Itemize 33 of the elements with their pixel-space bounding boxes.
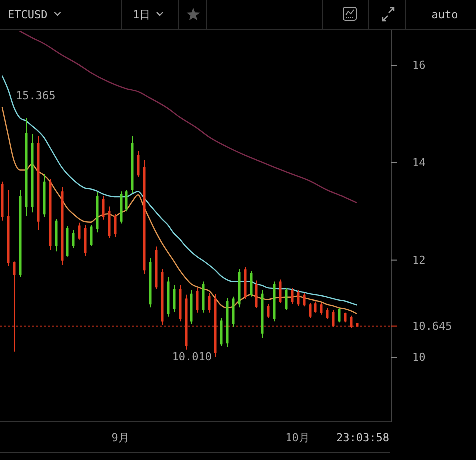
chart-subtitle: 1日 (133, 8, 151, 22)
y-tick-label: 10 (412, 351, 426, 364)
candlestick (114, 214, 117, 238)
candlestick (7, 190, 10, 267)
candlestick (25, 118, 28, 217)
candlestick (267, 304, 270, 319)
text: auto (432, 8, 458, 22)
x-tick-label: 10月 (286, 432, 310, 444)
candlestick (314, 301, 317, 314)
candlestick (320, 302, 323, 316)
candlestick (78, 222, 81, 240)
annotation: 10.010 (172, 350, 212, 364)
annotation: 15.365 (16, 90, 56, 102)
line-series (2, 76, 358, 306)
y-tick-label: 14 (412, 156, 426, 170)
candlestick (72, 230, 75, 249)
text: 23:03:58 (336, 432, 390, 444)
x-tick-label: 9月 (112, 432, 130, 444)
candlestick (208, 292, 211, 314)
line-series (2, 107, 358, 314)
candlestick (326, 308, 329, 320)
candlestick (309, 302, 312, 319)
candlestick (291, 288, 294, 305)
candlestick (43, 174, 46, 218)
candlestick (173, 284, 176, 312)
chart-title: ETCUSD (8, 8, 48, 22)
candlestick (102, 196, 105, 220)
ref-line-label: 10.645 (412, 320, 452, 333)
candlestick (297, 290, 300, 307)
y-tick-label: 12 (412, 254, 426, 267)
y-tick-label: 16 (412, 59, 426, 72)
candlestick (137, 150, 140, 178)
candlestick (196, 288, 199, 314)
